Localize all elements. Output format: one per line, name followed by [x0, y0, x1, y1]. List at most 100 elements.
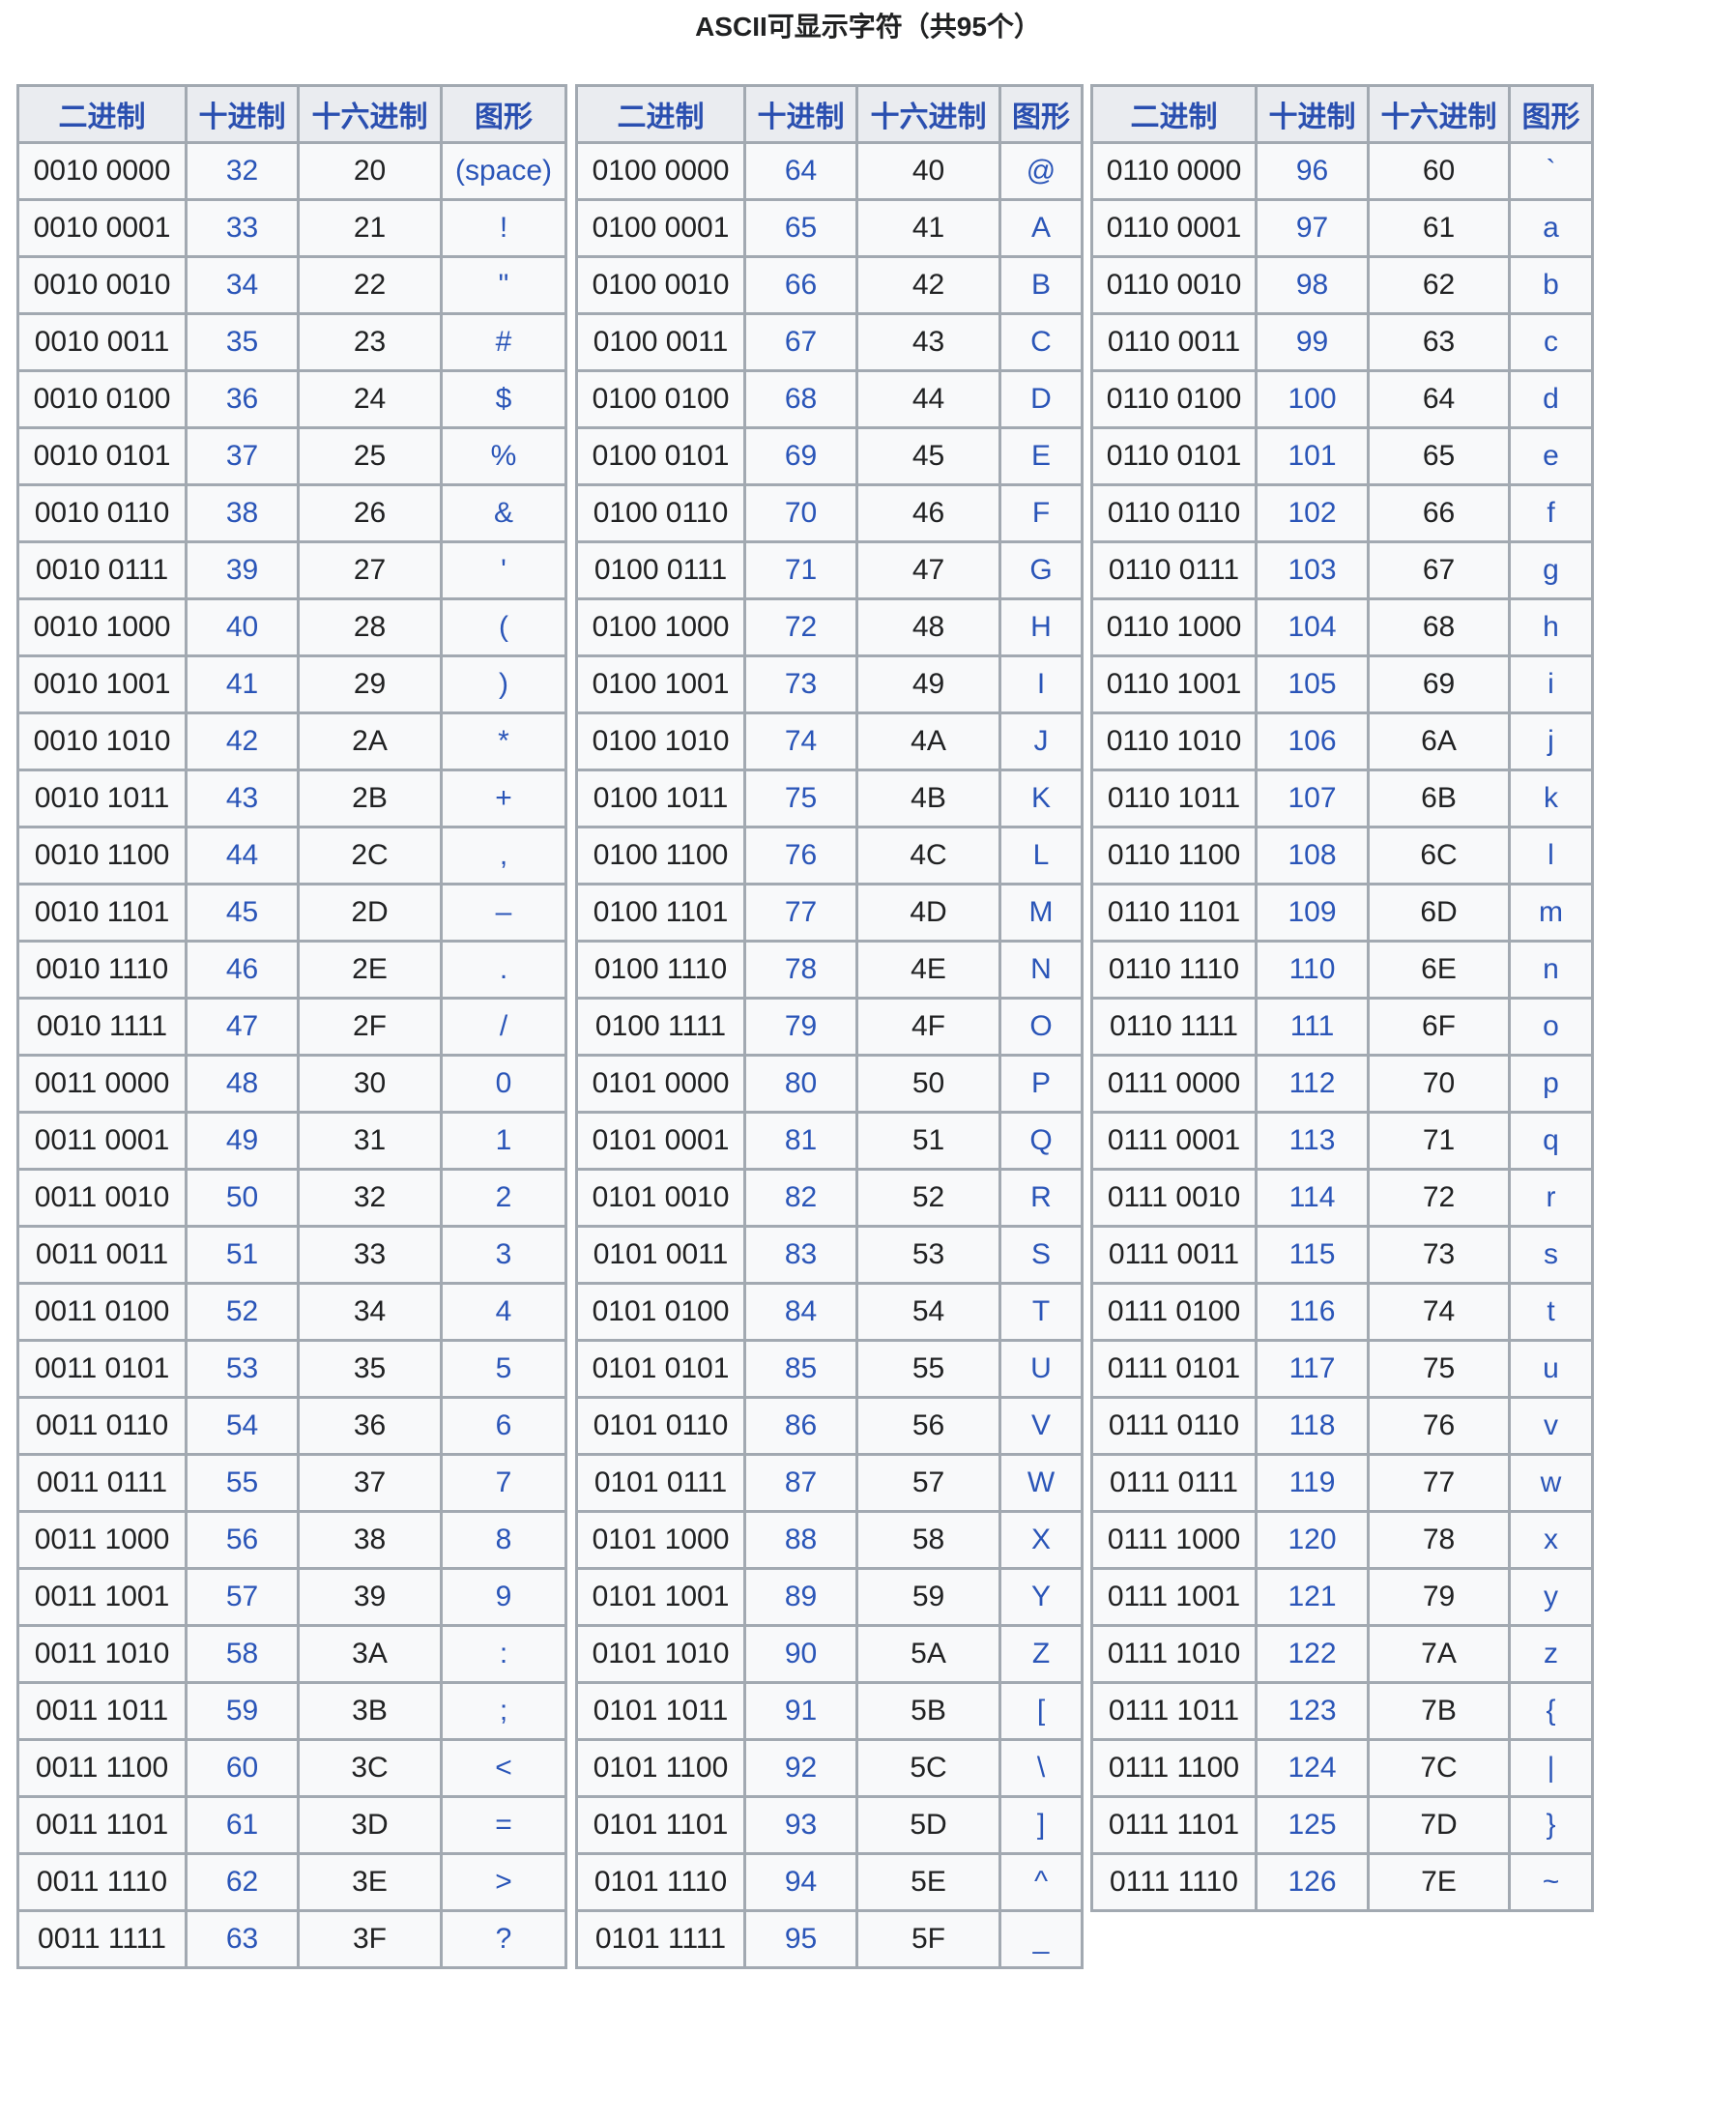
decimal-cell[interactable]: 110	[1255, 940, 1370, 1000]
glyph-cell[interactable]: j	[1508, 711, 1594, 771]
decimal-cell[interactable]: 117	[1255, 1339, 1370, 1399]
decimal-cell[interactable]: 52	[185, 1282, 300, 1342]
decimal-cell[interactable]: 70	[743, 483, 858, 543]
decimal-cell[interactable]: 34	[185, 255, 300, 315]
glyph-cell[interactable]: 2	[440, 1168, 567, 1228]
glyph-cell[interactable]: P	[998, 1054, 1084, 1114]
glyph-cell[interactable]: g	[1508, 540, 1594, 600]
decimal-cell[interactable]: 93	[743, 1795, 858, 1855]
decimal-cell[interactable]: 122	[1255, 1624, 1370, 1684]
decimal-cell[interactable]: 50	[185, 1168, 300, 1228]
glyph-cell[interactable]: 8	[440, 1510, 567, 1570]
glyph-cell[interactable]: *	[440, 711, 567, 771]
glyph-cell[interactable]: $	[440, 369, 567, 429]
decimal-cell[interactable]: 119	[1255, 1453, 1370, 1513]
decimal-cell[interactable]: 60	[185, 1738, 300, 1798]
decimal-cell[interactable]: 45	[185, 883, 300, 943]
glyph-cell[interactable]: w	[1508, 1453, 1594, 1513]
glyph-cell[interactable]: \	[998, 1738, 1084, 1798]
decimal-cell[interactable]: 55	[185, 1453, 300, 1513]
decimal-cell[interactable]: 58	[185, 1624, 300, 1684]
glyph-cell[interactable]: :	[440, 1624, 567, 1684]
decimal-cell[interactable]: 95	[743, 1909, 858, 1969]
glyph-cell[interactable]: 5	[440, 1339, 567, 1399]
glyph-cell[interactable]: W	[998, 1453, 1084, 1513]
decimal-cell[interactable]: 92	[743, 1738, 858, 1798]
glyph-cell[interactable]: x	[1508, 1510, 1594, 1570]
decimal-cell[interactable]: 88	[743, 1510, 858, 1570]
glyph-cell[interactable]: !	[440, 198, 567, 258]
decimal-cell[interactable]: 118	[1255, 1396, 1370, 1456]
glyph-cell[interactable]: I	[998, 654, 1084, 714]
glyph-cell[interactable]: v	[1508, 1396, 1594, 1456]
decimal-cell[interactable]: 101	[1255, 426, 1370, 486]
glyph-cell[interactable]: 7	[440, 1453, 567, 1513]
glyph-cell[interactable]: s	[1508, 1225, 1594, 1285]
glyph-cell[interactable]: 4	[440, 1282, 567, 1342]
decimal-cell[interactable]: 49	[185, 1111, 300, 1171]
decimal-cell[interactable]: 39	[185, 540, 300, 600]
glyph-cell[interactable]: –	[440, 883, 567, 943]
decimal-cell[interactable]: 53	[185, 1339, 300, 1399]
decimal-cell[interactable]: 62	[185, 1852, 300, 1912]
decimal-cell[interactable]: 98	[1255, 255, 1370, 315]
decimal-cell[interactable]: 103	[1255, 540, 1370, 600]
decimal-cell[interactable]: 41	[185, 654, 300, 714]
glyph-cell[interactable]: }	[1508, 1795, 1594, 1855]
decimal-cell[interactable]: 38	[185, 483, 300, 543]
glyph-cell[interactable]: f	[1508, 483, 1594, 543]
decimal-cell[interactable]: 86	[743, 1396, 858, 1456]
decimal-cell[interactable]: 84	[743, 1282, 858, 1342]
glyph-cell[interactable]: E	[998, 426, 1084, 486]
decimal-cell[interactable]: 51	[185, 1225, 300, 1285]
decimal-cell[interactable]: 100	[1255, 369, 1370, 429]
decimal-cell[interactable]: 46	[185, 940, 300, 1000]
glyph-cell[interactable]: ~	[1508, 1852, 1594, 1912]
decimal-cell[interactable]: 104	[1255, 597, 1370, 657]
decimal-cell[interactable]: 42	[185, 711, 300, 771]
glyph-cell[interactable]: <	[440, 1738, 567, 1798]
decimal-cell[interactable]: 99	[1255, 312, 1370, 372]
glyph-cell[interactable]: 1	[440, 1111, 567, 1171]
decimal-cell[interactable]: 120	[1255, 1510, 1370, 1570]
glyph-cell[interactable]: 6	[440, 1396, 567, 1456]
decimal-cell[interactable]: 96	[1255, 141, 1370, 201]
glyph-cell[interactable]: C	[998, 312, 1084, 372]
decimal-cell[interactable]: 47	[185, 997, 300, 1057]
glyph-cell[interactable]: U	[998, 1339, 1084, 1399]
decimal-cell[interactable]: 77	[743, 883, 858, 943]
glyph-cell[interactable]: h	[1508, 597, 1594, 657]
glyph-cell[interactable]: c	[1508, 312, 1594, 372]
glyph-cell[interactable]: H	[998, 597, 1084, 657]
glyph-cell[interactable]: Q	[998, 1111, 1084, 1171]
glyph-cell[interactable]: +	[440, 769, 567, 828]
glyph-cell[interactable]: X	[998, 1510, 1084, 1570]
decimal-cell[interactable]: 73	[743, 654, 858, 714]
glyph-cell[interactable]: F	[998, 483, 1084, 543]
glyph-cell[interactable]: V	[998, 1396, 1084, 1456]
glyph-cell[interactable]: R	[998, 1168, 1084, 1228]
glyph-cell[interactable]: l	[1508, 826, 1594, 885]
glyph-cell[interactable]: r	[1508, 1168, 1594, 1228]
decimal-cell[interactable]: 43	[185, 769, 300, 828]
glyph-cell[interactable]: "	[440, 255, 567, 315]
decimal-cell[interactable]: 80	[743, 1054, 858, 1114]
decimal-cell[interactable]: 65	[743, 198, 858, 258]
glyph-cell[interactable]: K	[998, 769, 1084, 828]
glyph-cell[interactable]: p	[1508, 1054, 1594, 1114]
decimal-cell[interactable]: 94	[743, 1852, 858, 1912]
decimal-cell[interactable]: 121	[1255, 1567, 1370, 1627]
decimal-cell[interactable]: 74	[743, 711, 858, 771]
decimal-cell[interactable]: 67	[743, 312, 858, 372]
glyph-cell[interactable]: z	[1508, 1624, 1594, 1684]
glyph-cell[interactable]: &	[440, 483, 567, 543]
glyph-cell[interactable]: Y	[998, 1567, 1084, 1627]
decimal-cell[interactable]: 68	[743, 369, 858, 429]
decimal-cell[interactable]: 111	[1255, 997, 1370, 1057]
glyph-cell[interactable]: y	[1508, 1567, 1594, 1627]
glyph-cell[interactable]: 0	[440, 1054, 567, 1114]
decimal-cell[interactable]: 33	[185, 198, 300, 258]
decimal-cell[interactable]: 83	[743, 1225, 858, 1285]
glyph-cell[interactable]: [	[998, 1681, 1084, 1741]
glyph-cell[interactable]: |	[1508, 1738, 1594, 1798]
